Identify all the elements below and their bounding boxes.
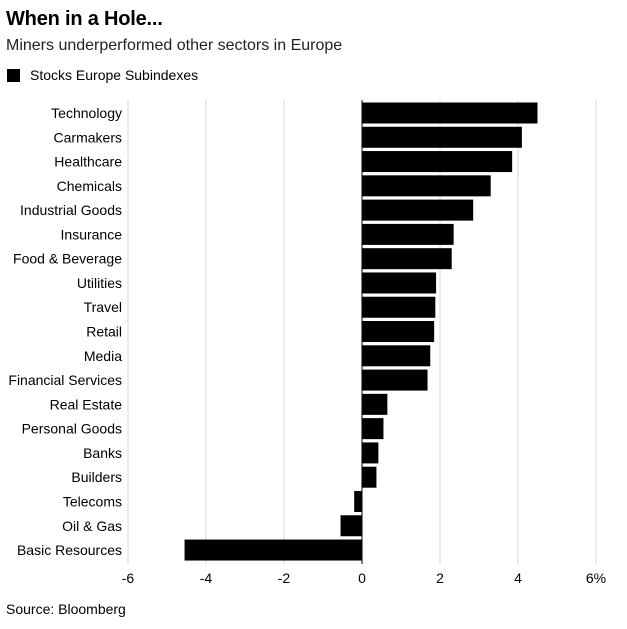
x-tick-label: 4 (514, 570, 522, 586)
bar (362, 369, 428, 391)
category-label: Oil & Gas (62, 518, 122, 534)
category-label: Retail (86, 324, 122, 340)
category-label: Industrial Goods (20, 202, 122, 218)
bar (362, 393, 388, 415)
x-tick-label: 2 (436, 570, 444, 586)
bar (184, 539, 362, 561)
chart-subtitle: Miners underperformed other sectors in E… (6, 37, 343, 54)
bar (362, 199, 474, 221)
bar (362, 248, 452, 270)
bar (362, 272, 437, 294)
bar (362, 466, 377, 488)
category-label: Media (84, 348, 122, 364)
x-tick-label: 0 (358, 570, 366, 586)
category-label: Chemicals (57, 178, 122, 194)
x-tick-label: -4 (200, 570, 213, 586)
bar (362, 345, 431, 367)
category-label: Telecoms (63, 493, 122, 509)
category-label: Utilities (77, 275, 122, 291)
category-label: Real Estate (50, 396, 123, 412)
bar (362, 418, 384, 440)
bar (362, 126, 522, 148)
category-label: Basic Resources (17, 542, 122, 558)
category-label: Carmakers (54, 129, 122, 145)
category-label: Travel (84, 299, 122, 315)
bar (362, 223, 454, 245)
bar (340, 515, 362, 537)
category-label: Food & Beverage (13, 251, 122, 267)
x-tick-label: -2 (278, 570, 291, 586)
chart-legend: Stocks Europe Subindexes (6, 67, 198, 83)
category-label: Banks (83, 445, 122, 461)
x-tick-label: 6% (586, 570, 606, 586)
bar (362, 175, 491, 197)
category-label: Financial Services (8, 372, 122, 388)
bar (362, 296, 436, 318)
category-label: Personal Goods (22, 421, 122, 437)
bar (362, 102, 538, 124)
category-label: Builders (71, 469, 122, 485)
x-tick-label: -6 (122, 570, 135, 586)
category-label: Healthcare (54, 154, 122, 170)
bar (354, 490, 362, 512)
bar (362, 321, 435, 343)
bar (362, 442, 379, 464)
legend-label: Stocks Europe Subindexes (30, 67, 199, 83)
category-label: Insurance (61, 226, 123, 242)
source-note: Source: Bloomberg (6, 601, 126, 617)
category-label: Technology (51, 105, 122, 121)
legend-swatch (7, 68, 20, 82)
bar (362, 151, 513, 173)
chart-title: When in a Hole... (6, 8, 163, 30)
